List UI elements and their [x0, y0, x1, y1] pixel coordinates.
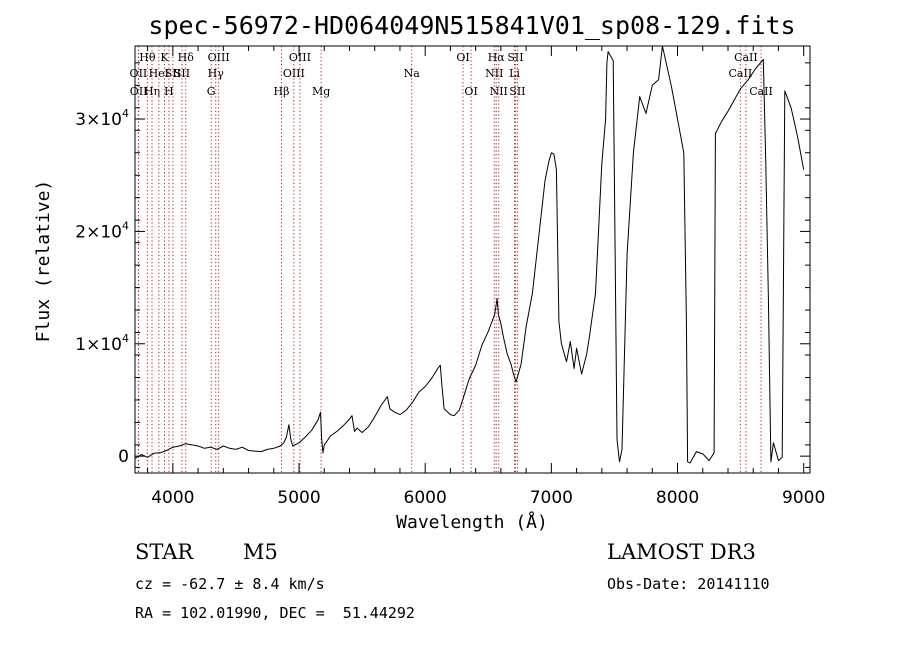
line-label-4: HeI	[149, 67, 169, 80]
line-label-17: Na	[404, 67, 421, 80]
line-label-14: OIII	[283, 67, 305, 80]
line-label-5: K	[160, 51, 169, 64]
x-axis-label: Wavelength (Å)	[396, 511, 548, 533]
x-tick-label-3: 7000	[530, 488, 573, 508]
x-tick-label-4: 8000	[656, 488, 699, 508]
spectral-line-markers: OIIOIIHθHηHeIKHSIIHδSIIGHγOIIIHβOIIIOIII…	[130, 46, 773, 473]
redshift-value: cz = -62.7 ± 8.4 km/s	[135, 575, 325, 593]
line-label-15: OIII	[289, 51, 311, 64]
line-label-16: Mg	[312, 85, 330, 98]
line-label-24: Li	[509, 67, 520, 80]
line-label-0: OII	[130, 67, 148, 80]
obs-date: Obs-Date: 20141110	[607, 575, 770, 593]
y-tick-label-3: 3×104	[75, 107, 129, 130]
plot-frame	[134, 45, 811, 474]
line-label-7: SII	[165, 67, 181, 80]
object-class: STAR	[135, 540, 194, 564]
line-label-2: Hθ	[139, 51, 156, 64]
line-label-6: H	[164, 85, 174, 98]
y-tick-label-0: 0	[118, 447, 129, 467]
line-label-12: OIII	[208, 51, 230, 64]
y-axis-label: Flux (relative)	[33, 180, 54, 343]
line-label-23: SII	[507, 51, 523, 64]
chart-title: spec-56972-HD064049N515841V01_sp08-129.f…	[148, 11, 795, 40]
line-label-20: NII	[485, 67, 503, 80]
axis-ticks: 4000 5000 6000 7000 8000 9000 0 1×104 2×104 3×104	[75, 46, 825, 508]
coordinates: RA = 102.01990, DEC = 51.44292	[135, 604, 415, 622]
line-label-19: OI	[464, 85, 477, 98]
object-subclass: M5	[243, 540, 278, 564]
x-tick-label-0: 4000	[151, 488, 194, 508]
line-label-26: CaII	[729, 67, 753, 80]
line-label-8: Hδ	[178, 51, 195, 64]
line-label-28: CaII	[749, 85, 773, 98]
line-label-27: CaII	[734, 51, 758, 64]
line-label-1: OII	[130, 85, 148, 98]
x-tick-label-2: 6000	[404, 488, 447, 508]
x-tick-label-5: 9000	[782, 488, 825, 508]
y-tick-label-1: 1×104	[75, 332, 129, 355]
survey-name: LAMOST DR3	[607, 540, 756, 564]
line-label-11: Hγ	[208, 67, 225, 80]
line-label-25: SII	[509, 85, 525, 98]
spectrum-series	[134, 45, 805, 464]
line-label-9: SII	[174, 67, 190, 80]
line-label-13: Hβ	[274, 85, 290, 98]
line-label-18: OI	[456, 51, 469, 64]
line-label-10: G	[207, 85, 216, 98]
y-tick-label-2: 2×104	[75, 219, 129, 242]
line-label-21: Hα	[488, 51, 506, 64]
line-label-3: Hη	[144, 85, 160, 98]
line-label-22: NII	[490, 85, 508, 98]
spectrum-line-0	[134, 45, 805, 464]
x-tick-label-1: 5000	[277, 488, 320, 508]
